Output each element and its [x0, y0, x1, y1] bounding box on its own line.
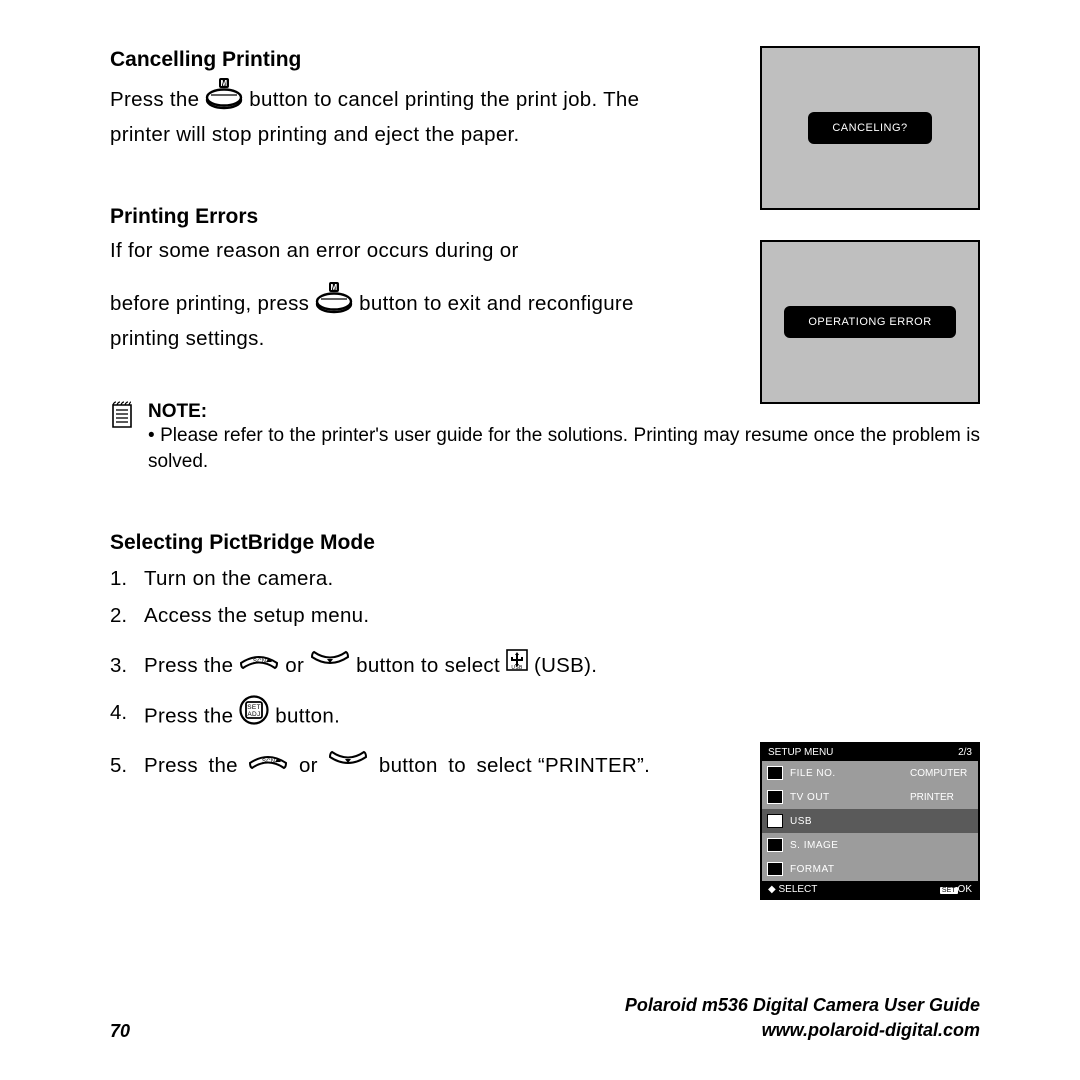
errors-line1: If for some reason an error occurs durin…: [110, 237, 655, 266]
step-5: 5. Press the SCN/ or button to select “P…: [110, 750, 655, 782]
menu-row-label: FILE NO.: [788, 768, 906, 779]
menu-row-value: COMPUTER: [906, 768, 978, 779]
step4-b: button.: [269, 704, 340, 727]
step-1-num: 1.: [110, 563, 132, 595]
svg-text:ADJ: ADJ: [248, 711, 261, 718]
lcd-canceling: CANCELING?: [760, 46, 980, 210]
menu-row-label: USB: [788, 816, 906, 827]
step5-b: button to select “PRINTER”.: [368, 754, 650, 777]
setup-menu-row: S. IMAGE: [762, 833, 978, 857]
setup-menu-row: FILE NO.COMPUTER: [762, 761, 978, 785]
errors-line2: before printing, press M button to exit …: [110, 284, 655, 353]
step3-c: (USB).: [528, 654, 597, 677]
menu-row-value: PRINTER: [906, 792, 978, 803]
menu-row-icon: [762, 766, 788, 780]
svg-text:M: M: [331, 283, 338, 292]
step-5-num: 5.: [110, 750, 132, 782]
setup-menu-footer-right: SETOK: [940, 884, 972, 895]
mode-dial-m-icon: M: [205, 78, 243, 119]
setup-menu-row: FORMAT: [762, 857, 978, 881]
setup-menu-title: SETUP MENU: [768, 747, 833, 758]
step5-a: Press the: [144, 754, 248, 777]
note-label: NOTE:: [148, 401, 980, 423]
setup-menu-footer: ◆ SELECT SETOK: [762, 881, 978, 898]
footer-left-text: SELECT: [778, 884, 817, 895]
footer-url: www.polaroid-digital.com: [625, 1018, 980, 1042]
footer-right: Polaroid m536 Digital Camera User Guide …: [625, 993, 980, 1042]
menu-row-label: FORMAT: [788, 864, 906, 875]
mode-dial-m-icon: M: [315, 282, 353, 323]
scroll-down-icon: [310, 649, 350, 681]
step3-b: button to select: [350, 654, 506, 677]
step-3-body: Press the SCN/ or button to select USB (…: [144, 650, 655, 682]
errors-line2-before: before printing, press: [110, 292, 315, 315]
svg-text:SET: SET: [248, 704, 262, 711]
footer-title: Polaroid m536 Digital Camera User Guide: [625, 993, 980, 1017]
step3-or: or: [279, 654, 310, 677]
lcd-canceling-label: CANCELING?: [808, 112, 931, 144]
step-4: 4. Press the SETADJ button.: [110, 697, 980, 737]
footer-right-text: OK: [958, 884, 972, 895]
step-2: 2. Access the setup menu.: [110, 600, 980, 632]
usb-icon: USB: [506, 649, 528, 681]
step-3: 3. Press the SCN/ or button to select US…: [110, 650, 655, 682]
svg-text:USB: USB: [511, 665, 523, 671]
setup-menu-page: 2/3: [958, 747, 972, 758]
step4-a: Press the: [144, 704, 239, 727]
cancelling-title: Cancelling Printing: [110, 48, 655, 72]
cancelling-text-before: Press the: [110, 88, 205, 111]
page-footer: 70 Polaroid m536 Digital Camera User Gui…: [110, 993, 980, 1042]
menu-row-icon: [762, 862, 788, 876]
cancelling-body: Press the M button to cancel printing th…: [110, 80, 655, 149]
lcd-error-label: OPERATIONG ERROR: [784, 306, 955, 338]
setup-menu-header: SETUP MENU 2/3: [762, 744, 978, 761]
step3-a: Press the: [144, 654, 239, 677]
step-1-body: Turn on the camera.: [144, 563, 980, 595]
svg-text:M: M: [221, 79, 228, 88]
note-bullet: • Please refer to the printer's user gui…: [148, 423, 980, 474]
step-1: 1. Turn on the camera.: [110, 563, 980, 595]
step-5-body: Press the SCN/ or button to select “PRIN…: [144, 750, 655, 782]
pictbridge-title: Selecting PictBridge Mode: [110, 531, 980, 555]
setup-menu-row: USB: [762, 809, 978, 833]
set-adj-icon: SETADJ: [239, 695, 269, 735]
setup-menu-footer-left: ◆ SELECT: [768, 884, 817, 895]
footer-badge: SET: [940, 887, 958, 894]
note-icon: [110, 401, 134, 474]
setup-menu-row: TV OUTPRINTER: [762, 785, 978, 809]
menu-row-icon: [762, 814, 788, 828]
menu-row-icon: [762, 790, 788, 804]
step-4-num: 4.: [110, 697, 132, 737]
errors-title: Printing Errors: [110, 205, 655, 229]
scroll-down-icon: [328, 749, 368, 781]
menu-row-label: S. IMAGE: [788, 840, 906, 851]
menu-row-icon: [762, 838, 788, 852]
scroll-up-icon: SCN/: [248, 749, 288, 781]
step-4-body: Press the SETADJ button.: [144, 697, 980, 737]
section-cancelling: Cancelling Printing Press the M button t…: [110, 48, 655, 149]
page-number: 70: [110, 1021, 130, 1042]
lcd-error: OPERATIONG ERROR: [760, 240, 980, 404]
note-block: NOTE: • Please refer to the printer's us…: [110, 401, 980, 474]
menu-row-label: TV OUT: [788, 792, 906, 803]
section-errors: Printing Errors If for some reason an er…: [110, 205, 655, 353]
scroll-up-icon: SCN/: [239, 649, 279, 681]
step-2-body: Access the setup menu.: [144, 600, 980, 632]
step-2-num: 2.: [110, 600, 132, 632]
step-3-num: 3.: [110, 650, 132, 682]
setup-menu-lcd: SETUP MENU 2/3 FILE NO.COMPUTERTV OUTPRI…: [760, 742, 980, 900]
step5-or: or: [288, 754, 328, 777]
